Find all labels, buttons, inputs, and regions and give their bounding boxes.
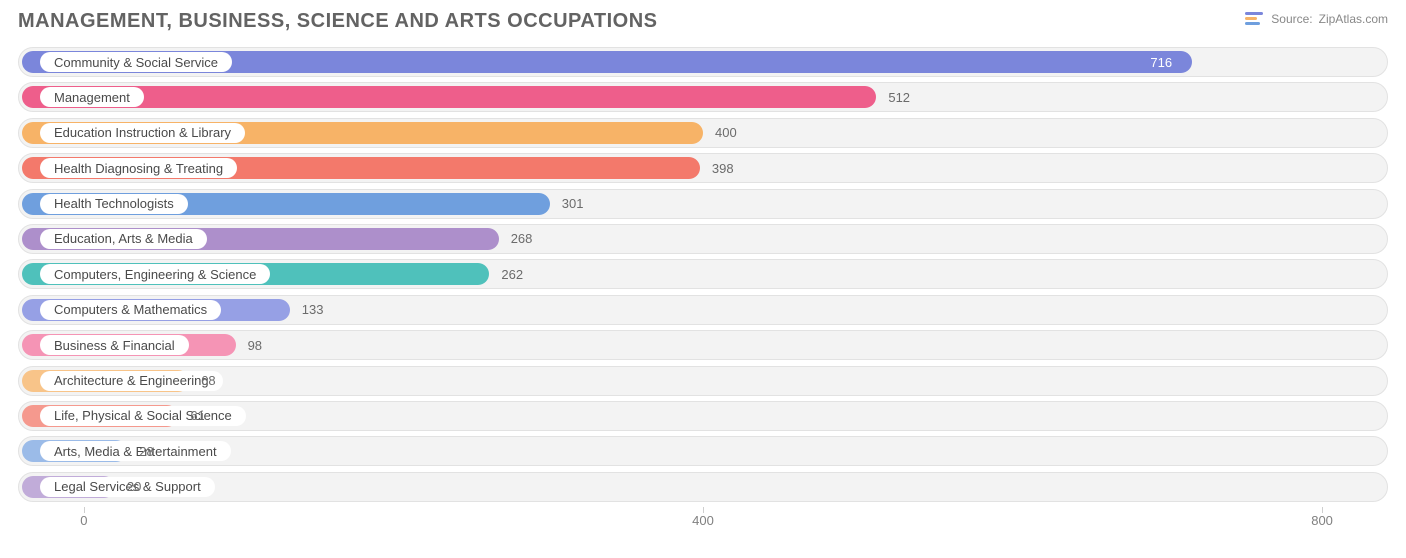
- category-label: Computers & Mathematics: [40, 300, 221, 320]
- bar-row: Arts, Media & Entertainment28: [18, 434, 1388, 468]
- bar-row: Architecture & Engineering68: [18, 364, 1388, 398]
- category-label: Health Diagnosing & Treating: [40, 158, 237, 178]
- bar-row: Life, Physical & Social Science61: [18, 399, 1388, 433]
- source-icon: [1245, 12, 1265, 26]
- bar-row: Education Instruction & Library 400: [18, 116, 1388, 150]
- source-icon-bar-1: [1245, 12, 1263, 15]
- bars-region: Community & Social Service 716 Management 5…: [18, 45, 1388, 505]
- category-label: Computers, Engineering & Science: [40, 264, 270, 284]
- axis-tick-label: 0: [80, 513, 87, 528]
- bar-row: Community & Social Service 716: [18, 45, 1388, 79]
- bar-fill: [22, 86, 876, 108]
- value-label: 262: [501, 257, 523, 291]
- value-label: 398: [712, 151, 734, 185]
- bar-track: [18, 366, 1388, 396]
- source-attribution: Source: ZipAtlas.com: [1245, 10, 1388, 26]
- value-label: 98: [248, 328, 262, 362]
- category-label: Education Instruction & Library: [40, 123, 245, 143]
- category-label: Community & Social Service: [40, 52, 232, 72]
- axis-tick-label: 400: [692, 513, 714, 528]
- category-label: Education, Arts & Media: [40, 229, 207, 249]
- category-label: Life, Physical & Social Science: [40, 406, 246, 426]
- category-label: Business & Financial: [40, 335, 189, 355]
- x-axis: 0 400 800: [18, 507, 1388, 531]
- bar-row: Legal Services & Support20: [18, 470, 1388, 504]
- bar-row: Computers & Mathematics 133: [18, 293, 1388, 327]
- value-label: 68: [201, 364, 215, 398]
- value-label: 268: [511, 222, 533, 256]
- category-label: Architecture & Engineering: [40, 371, 223, 391]
- chart-title: MANAGEMENT, BUSINESS, SCIENCE AND ARTS O…: [18, 10, 657, 33]
- source-icon-bar-2: [1245, 17, 1257, 20]
- value-label: 28: [139, 434, 153, 468]
- value-label: 301: [562, 187, 584, 221]
- category-label: Arts, Media & Entertainment: [40, 441, 231, 461]
- bar-row: Computers, Engineering & Science 262: [18, 257, 1388, 291]
- source-icon-bar-3: [1245, 22, 1260, 25]
- bar-row: Management 512: [18, 80, 1388, 114]
- chart-area: Community & Social Service 716 Management 5…: [18, 45, 1388, 535]
- value-label: 61: [190, 399, 204, 433]
- category-label: Management: [40, 87, 144, 107]
- chart-header: MANAGEMENT, BUSINESS, SCIENCE AND ARTS O…: [18, 10, 1388, 33]
- bar-row: Health Diagnosing & Treating 398: [18, 151, 1388, 185]
- value-label: 400: [715, 116, 737, 150]
- value-label: 20: [127, 470, 141, 504]
- axis-tick-label: 800: [1311, 513, 1333, 528]
- bar-row: Education, Arts & Media 268: [18, 222, 1388, 256]
- value-label: 716: [1150, 45, 1172, 79]
- source-prefix: Source:: [1271, 12, 1312, 26]
- value-label: 512: [888, 80, 910, 114]
- bar-row: Health Technologists 301: [18, 187, 1388, 221]
- chart-container: MANAGEMENT, BUSINESS, SCIENCE AND ARTS O…: [0, 0, 1406, 558]
- value-label: 133: [302, 293, 324, 327]
- source-name: ZipAtlas.com: [1319, 12, 1388, 26]
- bar-track: [18, 472, 1388, 502]
- bar-row: Business & Financial 98: [18, 328, 1388, 362]
- category-label: Health Technologists: [40, 194, 188, 214]
